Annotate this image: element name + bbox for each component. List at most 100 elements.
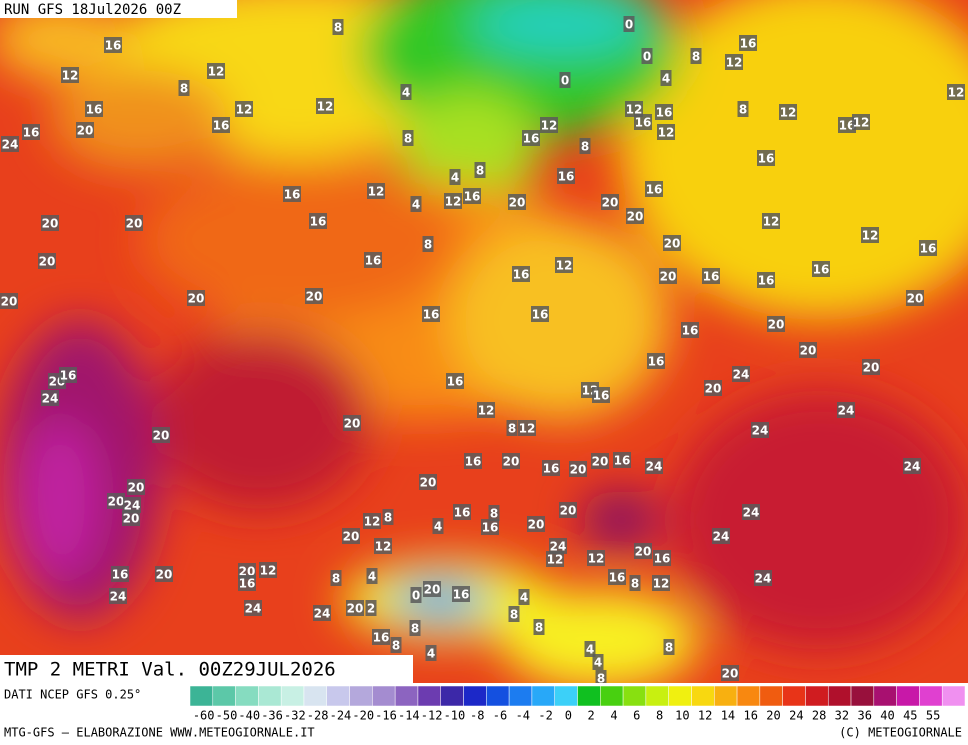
colorbar-swatch bbox=[736, 685, 761, 707]
colorbar-label: -36 bbox=[261, 709, 283, 723]
label-box bbox=[423, 581, 441, 597]
contour-label: 16 bbox=[920, 242, 937, 256]
contour-label: 20 bbox=[420, 476, 437, 490]
label-box bbox=[464, 453, 482, 469]
contour-label: 24 bbox=[755, 572, 772, 586]
label-box bbox=[488, 505, 500, 521]
colorbar-swatch bbox=[805, 685, 829, 707]
colorbar-swatch bbox=[394, 685, 419, 707]
contour-label: 16 bbox=[112, 568, 129, 582]
contour-label: 8 bbox=[490, 507, 498, 521]
colorbar-label: -2 bbox=[538, 709, 552, 723]
contour-label: 12 bbox=[556, 259, 573, 273]
contour-label: 0 bbox=[625, 18, 633, 32]
label-box bbox=[309, 213, 327, 229]
contour-label: 12 bbox=[780, 106, 797, 120]
label-box bbox=[305, 288, 323, 304]
colorbar-swatch bbox=[189, 685, 214, 707]
label-box bbox=[601, 194, 619, 210]
label-box bbox=[425, 645, 437, 661]
contour-label: 4 bbox=[662, 72, 670, 86]
colorbar-swatch bbox=[440, 685, 464, 707]
label-box bbox=[125, 215, 143, 231]
contour-label: 12 bbox=[445, 195, 462, 209]
contour-label: 24 bbox=[2, 138, 19, 152]
label-box bbox=[779, 104, 797, 120]
contour-label: 16 bbox=[646, 183, 663, 197]
contour-label: 12 bbox=[862, 229, 879, 243]
contour-label: 16 bbox=[648, 355, 665, 369]
label-box bbox=[508, 194, 526, 210]
contour-label: 24 bbox=[713, 530, 730, 544]
label-box bbox=[107, 493, 125, 509]
colorbar-swatch bbox=[531, 685, 555, 707]
colorbar-label: -14 bbox=[398, 709, 420, 723]
label-box bbox=[584, 641, 596, 657]
colorbar-swatch bbox=[326, 685, 350, 707]
contour-label: 16 bbox=[23, 126, 40, 140]
label-box bbox=[446, 373, 464, 389]
label-box bbox=[0, 293, 18, 309]
label-box bbox=[155, 566, 173, 582]
contour-label: 16 bbox=[654, 552, 671, 566]
label-box bbox=[522, 130, 540, 146]
contour-label: 4 bbox=[412, 198, 420, 212]
label-box bbox=[502, 453, 520, 469]
colorbar-swatch bbox=[463, 685, 487, 707]
contour-label: 2 bbox=[367, 602, 375, 616]
contour-label: 4 bbox=[451, 171, 459, 185]
label-box bbox=[838, 117, 856, 133]
label-box bbox=[549, 538, 567, 554]
colorbar-label: 2 bbox=[588, 709, 595, 723]
label-box bbox=[518, 589, 530, 605]
contour-label: 4 bbox=[368, 570, 376, 584]
label-box bbox=[481, 519, 499, 535]
colorbar-label: 55 bbox=[926, 709, 940, 723]
contour-label: 20 bbox=[800, 344, 817, 358]
label-box bbox=[332, 19, 344, 35]
label-box bbox=[629, 575, 641, 591]
label-box bbox=[546, 551, 564, 567]
contour-label: 12 bbox=[547, 553, 564, 567]
label-box bbox=[244, 600, 262, 616]
contour-label: 16 bbox=[740, 37, 757, 51]
contour-label: 12 bbox=[478, 404, 495, 418]
contour-label: 12 bbox=[626, 103, 643, 117]
contour-label: 8 bbox=[404, 132, 412, 146]
contour-label: 16 bbox=[86, 103, 103, 117]
label-box bbox=[587, 550, 605, 566]
contour-label: 8 bbox=[631, 577, 639, 591]
label-box bbox=[725, 54, 743, 70]
contour-label: 16 bbox=[614, 454, 631, 468]
contour-label: 16 bbox=[239, 577, 256, 591]
label-box bbox=[61, 67, 79, 83]
contour-label: 20 bbox=[108, 495, 125, 509]
label-box bbox=[645, 458, 663, 474]
label-box bbox=[422, 236, 434, 252]
label-box bbox=[432, 518, 444, 534]
label-box bbox=[712, 528, 730, 544]
colorbar-swatch bbox=[600, 685, 624, 707]
label-box bbox=[862, 359, 880, 375]
contour-label: 16 bbox=[284, 188, 301, 202]
label-box bbox=[634, 543, 652, 559]
label-box bbox=[390, 637, 402, 653]
colorbar-label: -50 bbox=[216, 709, 238, 723]
colorbar-swatch bbox=[622, 685, 647, 707]
colorbar-label: -32 bbox=[284, 709, 306, 723]
contour-label: 20 bbox=[123, 512, 140, 526]
label-box bbox=[187, 290, 205, 306]
label-box bbox=[592, 654, 604, 670]
label-box bbox=[364, 252, 382, 268]
contour-label: 12 bbox=[208, 65, 225, 79]
label-box bbox=[837, 402, 855, 418]
label-box bbox=[235, 101, 253, 117]
label-box bbox=[704, 380, 722, 396]
contour-label: 20 bbox=[768, 318, 785, 332]
label-box bbox=[762, 213, 780, 229]
label-box bbox=[591, 453, 609, 469]
colorbar-swatch bbox=[668, 685, 692, 707]
label-box bbox=[721, 665, 739, 681]
contour-label: 20 bbox=[627, 210, 644, 224]
